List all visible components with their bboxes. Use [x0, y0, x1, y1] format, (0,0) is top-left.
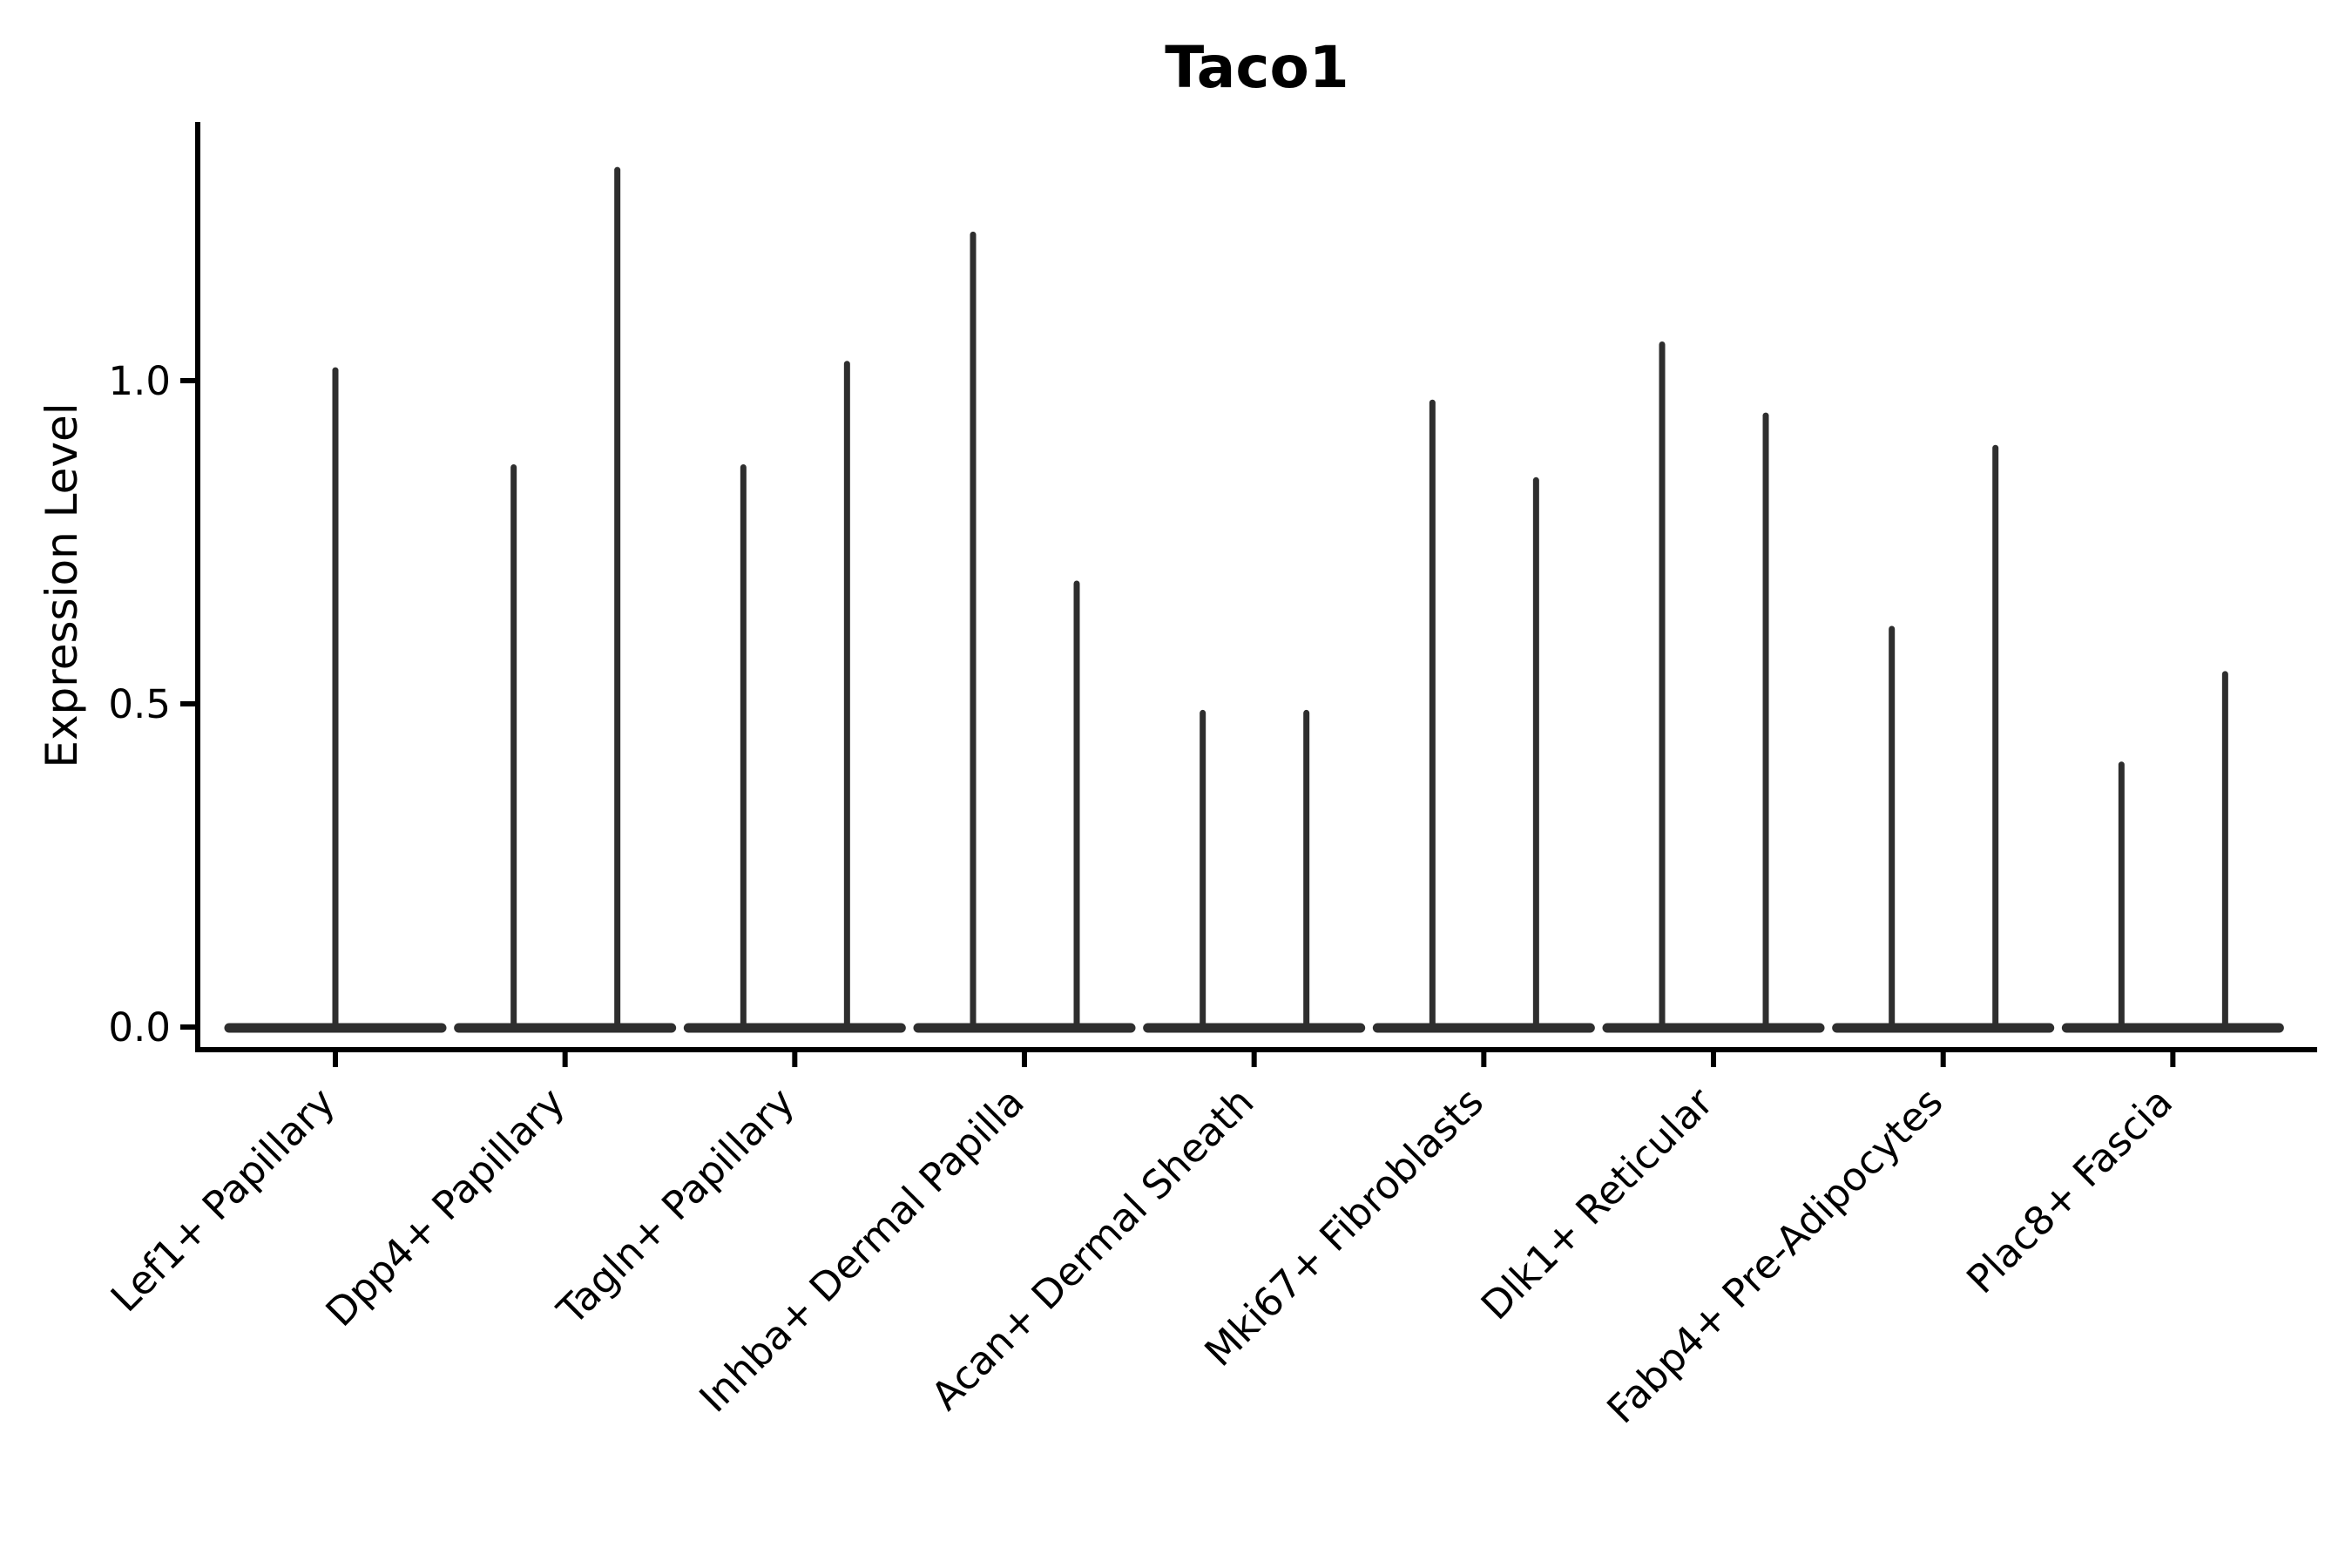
y-tick-label: 1.0 — [108, 358, 171, 404]
violin — [2061, 671, 2284, 1033]
y-axis-label: Expression Level — [37, 402, 87, 767]
plot-axes — [180, 122, 2317, 1067]
violin — [1372, 399, 1595, 1033]
violins — [224, 166, 2284, 1033]
x-tick-label: Tagln+ Papillary — [548, 1078, 803, 1334]
x-tick-label: Dlk1+ Reticular — [1472, 1078, 1722, 1328]
violin — [683, 361, 906, 1033]
chart-title: Taco1 — [1165, 34, 1348, 101]
violin — [913, 231, 1136, 1033]
x-tick-label: Dpp4+ Papillary — [317, 1078, 574, 1335]
x-tick-label: Lef1+ Papillary — [102, 1078, 344, 1321]
y-tick-label: 0.5 — [108, 681, 171, 727]
y-tick-label: 0.0 — [108, 1004, 171, 1051]
violin — [1832, 444, 2055, 1033]
violin — [224, 367, 447, 1033]
violin — [454, 166, 677, 1033]
violin — [1143, 709, 1366, 1033]
y-tick-labels: 0.0 0.5 1.0 — [108, 358, 171, 1051]
violin — [1602, 341, 1825, 1033]
x-tick-label: Plac8+ Fascia — [1957, 1078, 2181, 1302]
